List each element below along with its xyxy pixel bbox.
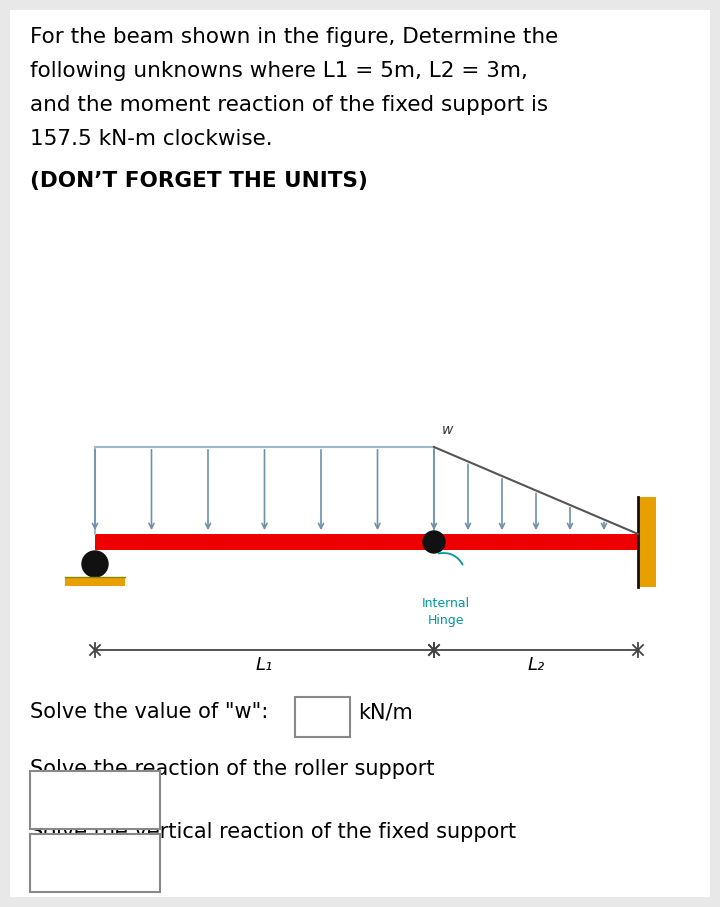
Circle shape [423, 531, 445, 553]
Text: and the moment reaction of the fixed support is: and the moment reaction of the fixed sup… [30, 95, 548, 115]
Bar [30, 834, 160, 892]
Text: (DON’T FORGET THE UNITS): (DON’T FORGET THE UNITS) [30, 171, 368, 191]
Text: kN/m: kN/m [358, 702, 413, 722]
Bar [30, 771, 160, 829]
Circle shape [82, 551, 108, 577]
Text: Solve the value of "w":: Solve the value of "w": [30, 702, 269, 722]
Bar [638, 497, 656, 587]
Text: Solve the vertical reaction of the fixed support: Solve the vertical reaction of the fixed… [30, 822, 516, 842]
Text: 157.5 kN-m clockwise.: 157.5 kN-m clockwise. [30, 129, 273, 149]
Bar [295, 697, 350, 737]
Bar [65, 577, 125, 586]
Text: For the beam shown in the figure, Determine the: For the beam shown in the figure, Determ… [30, 27, 558, 47]
Text: Solve the reaction of the roller support: Solve the reaction of the roller support [30, 759, 434, 779]
Text: w: w [442, 423, 454, 437]
Text: Internal
Hinge: Internal Hinge [422, 597, 470, 627]
Text: following unknowns where L1 = 5m, L2 = 3m,: following unknowns where L1 = 5m, L2 = 3… [30, 61, 528, 81]
Text: L₁: L₁ [256, 656, 273, 674]
Text: L₂: L₂ [527, 656, 544, 674]
Bar [95, 534, 638, 550]
